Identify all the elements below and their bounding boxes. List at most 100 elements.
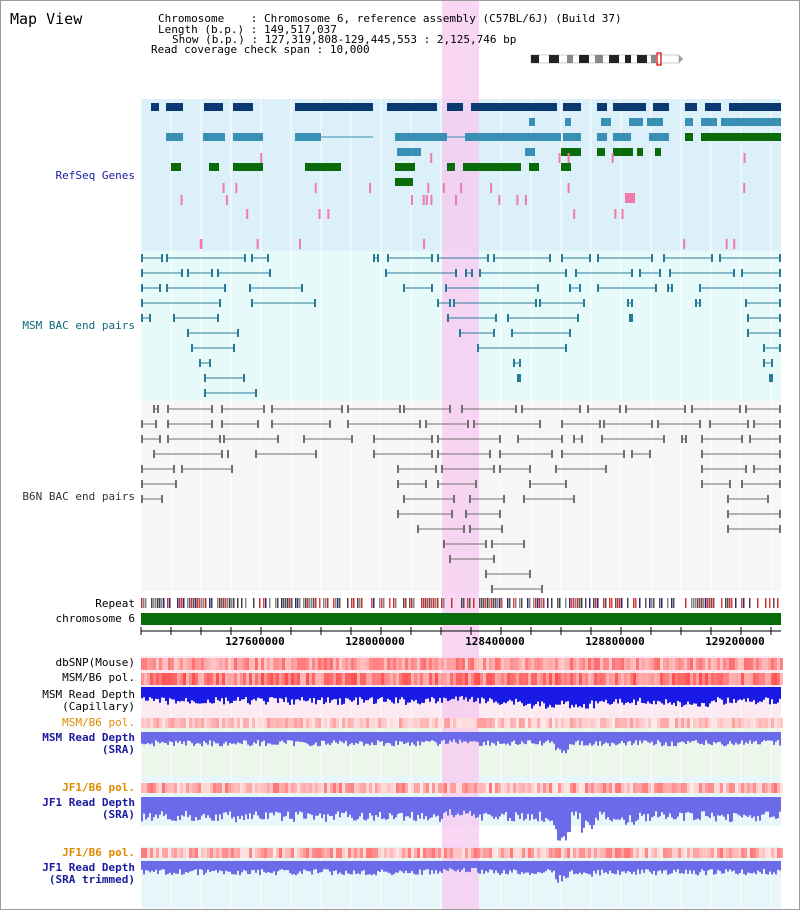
repeat-track-label[interactable]: Repeat — [1, 598, 135, 610]
gene-block — [563, 103, 581, 111]
polymorphism-cell — [414, 673, 417, 685]
depth-bar — [771, 687, 773, 699]
depth-bar — [201, 861, 203, 870]
bac-end — [161, 495, 163, 503]
polymorphism-cell — [519, 658, 522, 670]
depth-bar — [231, 732, 233, 744]
depth-bar — [479, 861, 481, 874]
depth-bar — [217, 861, 219, 873]
gene-tick — [625, 193, 635, 203]
polymorphism-cell — [309, 658, 312, 670]
depth-bar — [495, 687, 497, 701]
repeat-mark — [427, 598, 429, 608]
depth-bar — [305, 732, 307, 743]
depth-bar — [627, 687, 629, 702]
depth-bar — [705, 732, 707, 740]
chromosome-ideogram[interactable] — [531, 53, 683, 65]
bac-end — [727, 495, 729, 503]
depth-bar — [547, 861, 549, 869]
depth-bar — [255, 732, 257, 744]
polymorphism-cell — [405, 718, 408, 728]
polymorphism-cell — [306, 718, 309, 728]
msm-bac-track-label[interactable]: MSM BAC end pairs — [1, 320, 135, 332]
depth-bar — [403, 797, 405, 821]
polymorphism-cell — [669, 718, 672, 728]
polymorphism-cell — [447, 658, 450, 670]
depth-bar — [585, 687, 587, 709]
jf1-b6-pol-track-label[interactable]: JF1/B6 pol. — [1, 782, 135, 794]
polymorphism-cell — [171, 848, 174, 858]
polymorphism-cell — [654, 848, 657, 858]
polymorphism-cell — [609, 718, 612, 728]
depth-bar — [777, 687, 779, 703]
bac-end — [499, 510, 501, 518]
depth-bar — [227, 797, 229, 815]
polymorphism-cell — [390, 848, 393, 858]
bac-end — [623, 450, 625, 458]
polymorphism-cell — [195, 658, 198, 670]
polymorphism-cell — [243, 658, 246, 670]
repeat-mark — [379, 598, 381, 608]
bac-end — [651, 254, 653, 262]
depth-bar — [465, 687, 467, 697]
repeat-mark — [727, 598, 729, 608]
depth-bar — [613, 797, 615, 819]
msm-b6-pol-sra-track-label[interactable]: MSM/B6 pol. — [1, 717, 135, 729]
dbsnp-track-label[interactable]: dbSNP(Mouse) — [1, 657, 135, 669]
b6n-bac-track-label[interactable]: B6N BAC end pairs — [1, 491, 135, 503]
depth-bar — [319, 732, 321, 746]
polymorphism-cell — [399, 718, 402, 728]
polymorphism-cell — [522, 848, 525, 858]
polymorphism-cell — [243, 848, 246, 858]
depth-bar — [319, 687, 321, 700]
depth-bar — [495, 732, 497, 746]
bac-end — [495, 314, 497, 322]
polymorphism-cell — [378, 718, 381, 728]
refseq-track-label[interactable]: RefSeq Genes — [1, 170, 135, 182]
repeat-mark — [305, 598, 307, 608]
polymorphism-cell — [171, 718, 174, 728]
depth-bar — [187, 732, 189, 741]
msm-b6-pol-track-label[interactable]: MSM/B6 pol. — [1, 672, 135, 684]
polymorphism-cell — [291, 658, 294, 670]
depth-bar — [713, 687, 715, 700]
polymorphism-cell — [390, 783, 393, 793]
depth-bar — [625, 687, 627, 703]
chromosome-bar[interactable] — [141, 613, 781, 625]
repeat-mark — [769, 598, 771, 608]
genome-browser-canvas[interactable]: 127600000 128000000 128400000 128800000 1292… — [1, 1, 800, 910]
depth-bar — [441, 861, 443, 873]
jf1-b6-pol-trimmed-track-label[interactable]: JF1/B6 pol. — [1, 847, 135, 859]
depth-bar — [175, 861, 177, 874]
depth-bar — [515, 861, 517, 870]
polymorphism-cell — [672, 718, 675, 728]
gene-tick — [614, 209, 616, 219]
depth-bar — [483, 687, 485, 699]
bac-end — [167, 405, 169, 413]
repeat-mark — [699, 598, 701, 608]
depth-bar — [577, 861, 579, 874]
depth-bar — [355, 732, 357, 743]
depth-bar — [777, 732, 779, 740]
depth-bar — [177, 732, 179, 743]
chromosome-track-label[interactable]: chromosome 6 — [1, 613, 135, 625]
polymorphism-cell — [336, 658, 339, 670]
polymorphism-cell — [165, 848, 168, 858]
bac-end — [779, 314, 781, 322]
depth-bar — [761, 687, 763, 702]
depth-bar — [659, 687, 661, 702]
depth-bar — [657, 797, 659, 817]
polymorphism-cell — [525, 848, 528, 858]
depth-bar — [753, 797, 755, 817]
depth-bar — [335, 687, 337, 699]
polymorphism-cell — [261, 658, 264, 670]
bac-end — [469, 495, 471, 503]
polymorphism-cell — [723, 783, 726, 793]
polymorphism-cell — [300, 718, 303, 728]
polymorphism-cell — [420, 783, 423, 793]
bac-end — [659, 269, 661, 277]
gene-tick — [411, 195, 413, 205]
depth-bar — [415, 732, 417, 746]
depth-bar — [309, 797, 311, 814]
depth-bar — [365, 797, 367, 821]
